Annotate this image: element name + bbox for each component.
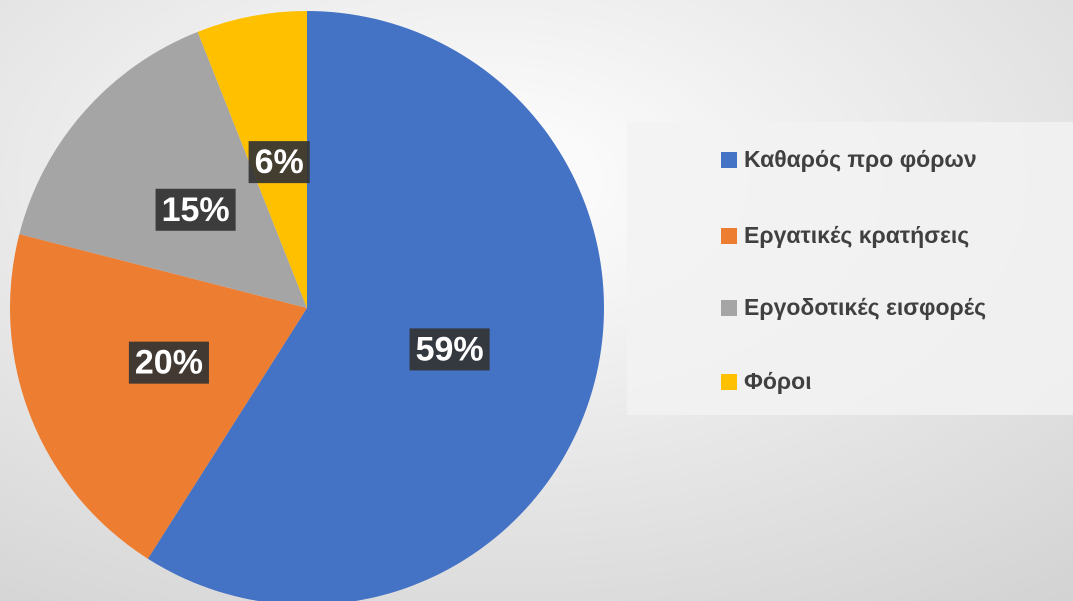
legend-label: Εργοδοτικές εισφορές xyxy=(744,294,986,320)
legend-label: Καθαρός προ φόρων xyxy=(744,146,977,172)
value-label: 15% xyxy=(162,191,230,229)
pie-slice xyxy=(10,234,308,559)
value-label: 6% xyxy=(255,143,304,181)
legend: Καθαρός προ φόρων Εργατικές κρατήσεις Εργο… xyxy=(721,146,986,394)
pie-slice xyxy=(19,31,307,308)
legend-swatch xyxy=(721,228,737,244)
legend-swatch xyxy=(721,152,737,168)
value-labels: 59% 20% 15% 6% xyxy=(128,141,490,384)
legend-swatch xyxy=(721,300,737,316)
pie-slice xyxy=(147,11,604,601)
pie xyxy=(10,11,604,601)
legend-box xyxy=(627,122,1073,415)
value-label: 59% xyxy=(416,330,484,368)
value-label-box xyxy=(409,328,490,371)
value-label: 20% xyxy=(135,344,203,382)
legend-swatch xyxy=(721,374,737,390)
value-label-box xyxy=(128,341,209,384)
value-label-box xyxy=(248,141,310,184)
legend-label: Εργατικές κρατήσεις xyxy=(744,222,969,248)
value-label-box xyxy=(155,188,236,231)
legend-label: Φόροι xyxy=(744,368,812,394)
